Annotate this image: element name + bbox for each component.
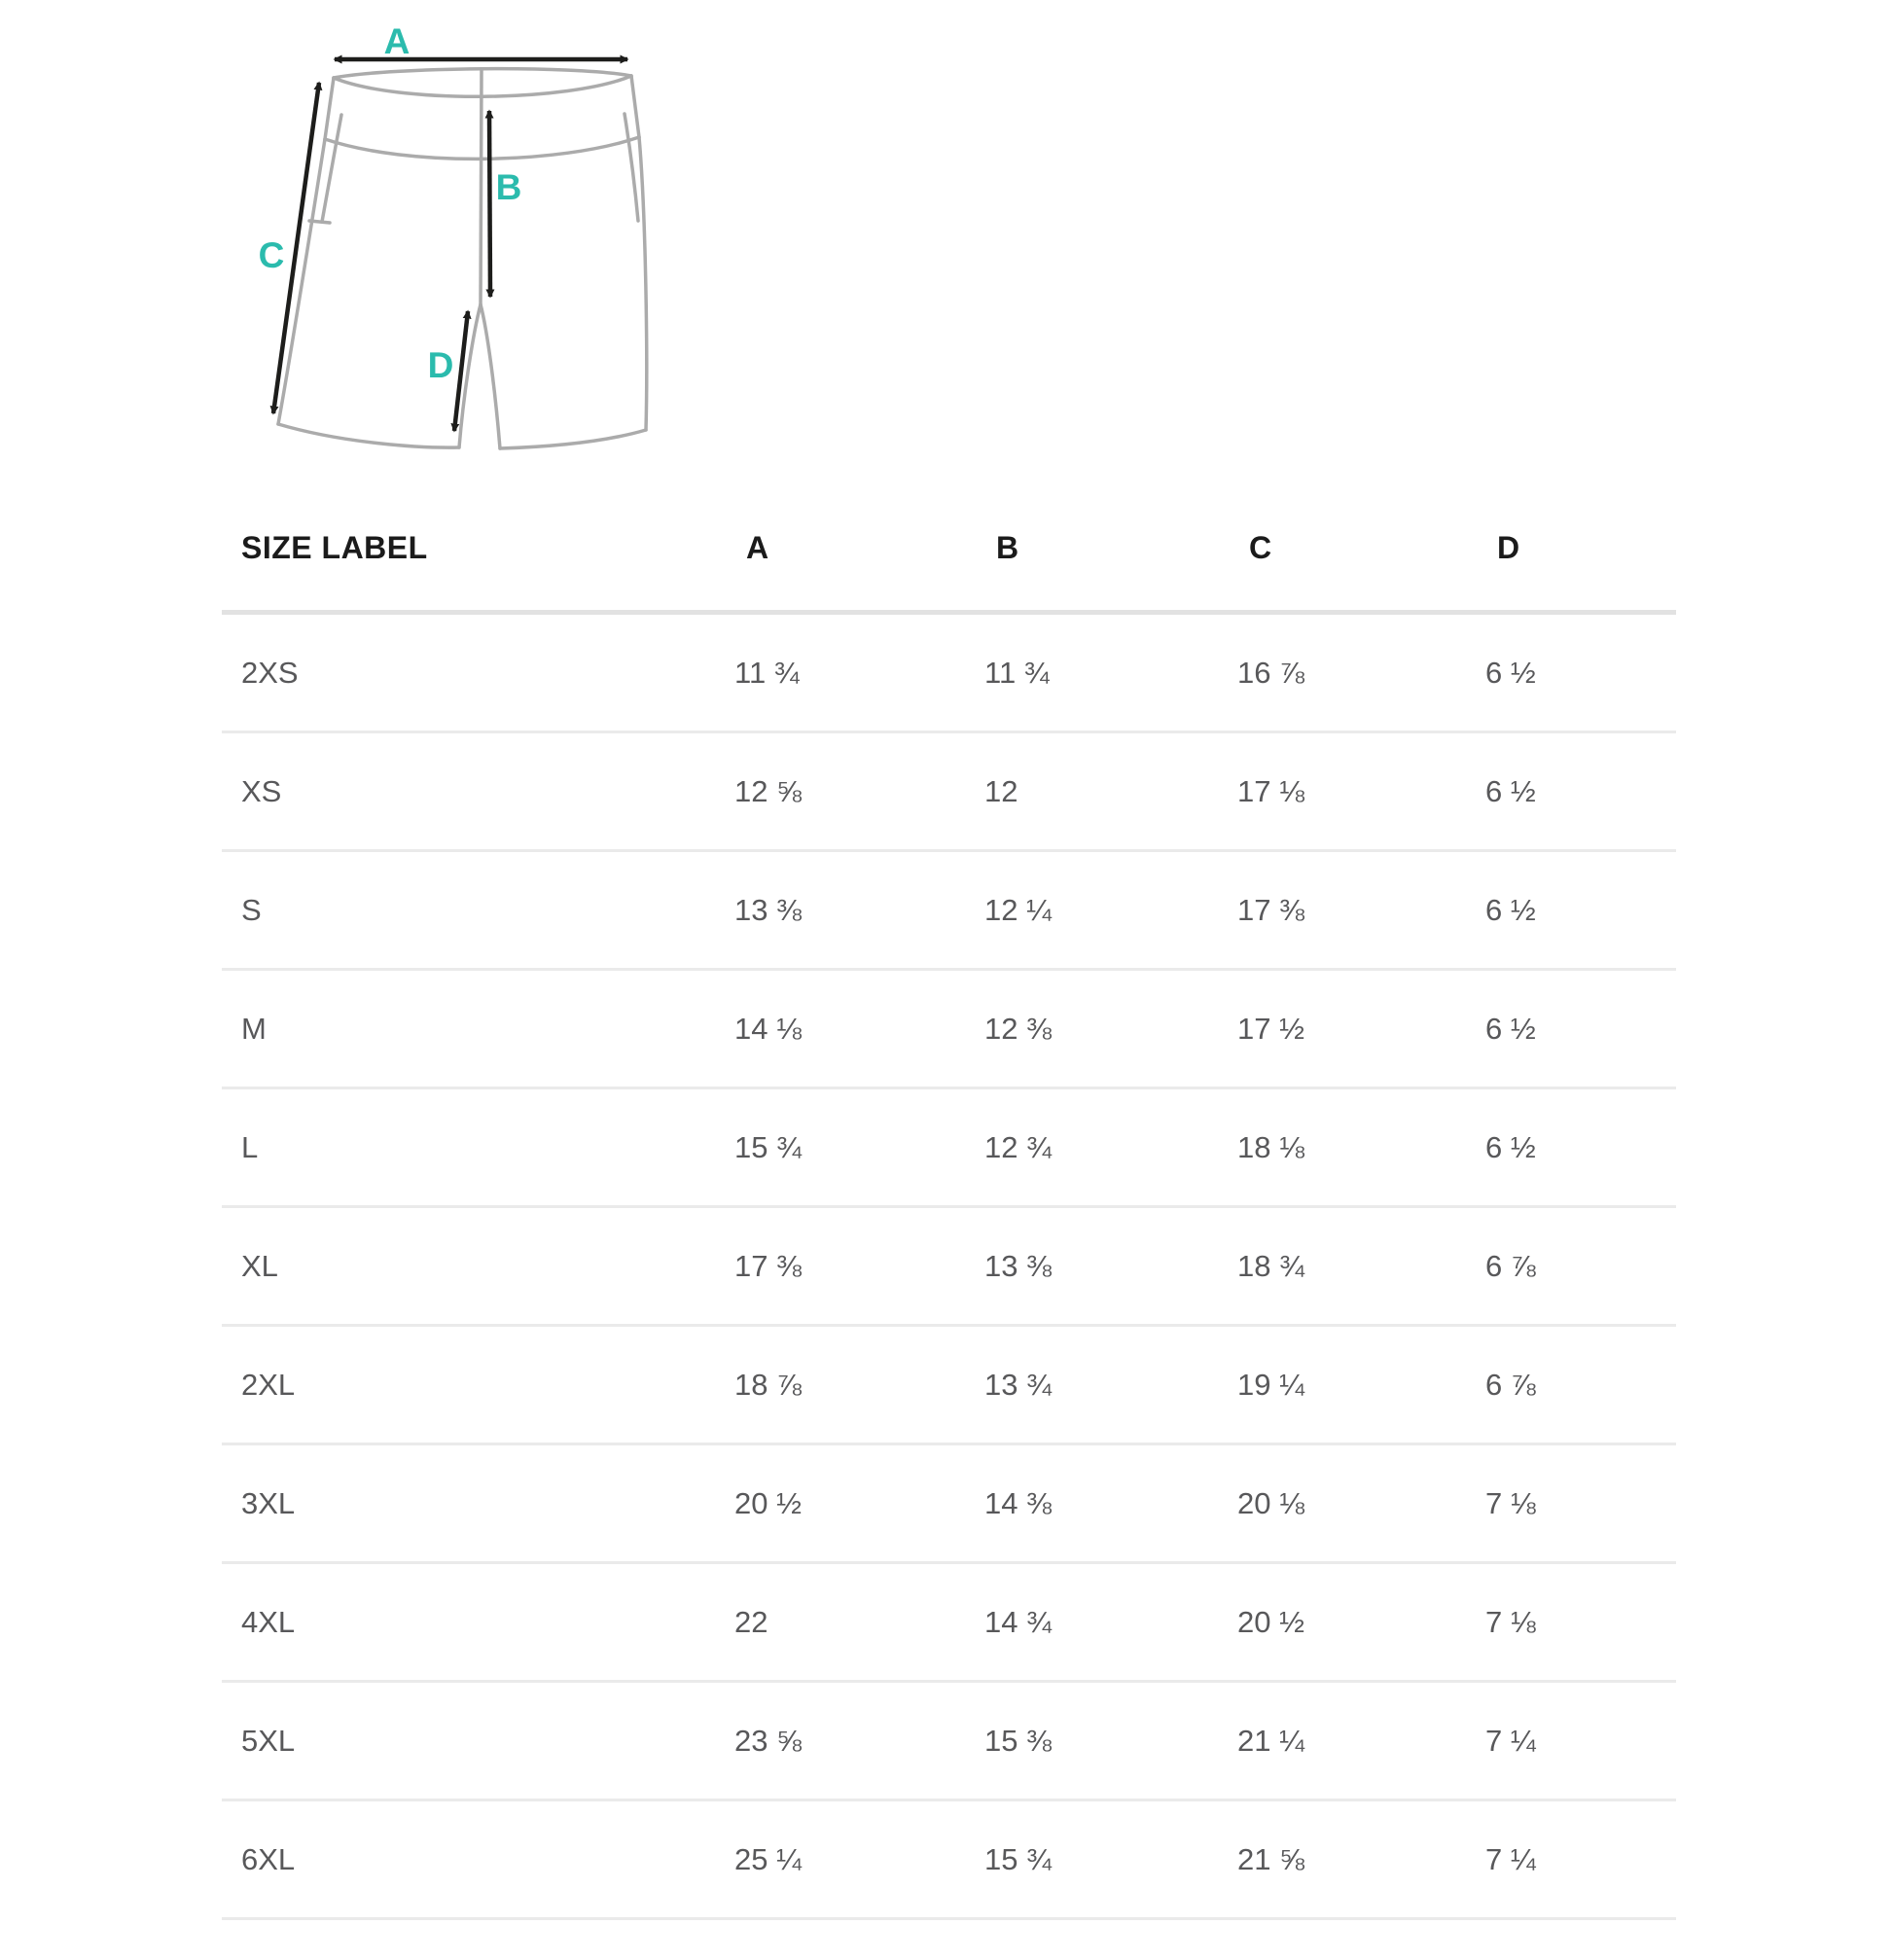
measurement-cell-d: 7 ⅛ [1485,1485,1536,1520]
table-row: 5XL 23 ⅝ 15 ⅜ 21 ¼ 7 ¼ [222,1683,1676,1801]
measurement-arrows [269,54,629,433]
arrow-d [450,309,472,433]
measurement-cell-d: 7 ⅛ [1485,1604,1536,1639]
measurement-cell-d: 6 ½ [1485,1129,1536,1164]
left-hem [276,422,461,449]
measurement-cell-d: 6 ⅞ [1485,1367,1536,1402]
measurement-cell-d: 6 ⅞ [1485,1248,1536,1283]
table-row: 3XL 20 ½ 14 ⅜ 20 ⅛ 7 ⅛ [222,1445,1676,1564]
measurement-cell-c: 16 ⅞ [1237,655,1304,690]
size-label-cell: M [241,1011,267,1046]
table-row: L 15 ¾ 12 ¾ 18 ⅛ 6 ½ [222,1089,1676,1208]
shorts-measurement-diagram: A B C D [259,21,649,450]
center-fly-seam [479,68,483,305]
size-table: SIZE LABEL A B C D 2XS 11 ¾ 11 ¾ 16 ⅞ 6 ½ XS 1… [222,486,1676,1920]
size-label-cell: 4XL [241,1604,296,1639]
measurement-cell-b: 14 ⅜ [984,1485,1052,1520]
measurement-cell-d: 6 ½ [1485,892,1536,927]
header-c: C [1249,530,1272,565]
waistband-left-edge [323,76,336,141]
measurement-cell-b: 12 ⅜ [984,1011,1052,1046]
measurement-cell-a: 15 ¾ [734,1129,802,1164]
size-label-cell: 6XL [241,1841,296,1876]
size-label-cell: XS [241,773,282,808]
measurement-cell-c: 17 ⅛ [1237,773,1304,808]
size-label-cell: 2XL [241,1367,296,1402]
table-row: XS 12 ⅝ 12 17 ⅛ 6 ½ [222,733,1676,852]
label-d: D [428,345,454,385]
measurement-cell-b: 14 ¾ [984,1604,1052,1639]
right-hem [498,428,648,450]
size-label-cell: L [241,1129,259,1164]
label-c: C [259,235,285,275]
measurement-cell-b: 13 ¾ [984,1367,1052,1402]
size-label-cell: 2XS [241,655,299,690]
table-row: 4XL 22 14 ¾ 20 ½ 7 ⅛ [222,1564,1676,1683]
measurement-cell-a: 17 ⅜ [734,1248,802,1283]
measurement-cell-a: 20 ½ [734,1485,802,1520]
header-d: D [1497,530,1520,565]
measurement-cell-a: 22 [734,1604,768,1639]
waistband-bottom [323,135,641,161]
right-side-seam [637,135,649,432]
table-row: S 13 ⅜ 12 ¼ 17 ⅜ 6 ½ [222,852,1676,971]
measurement-cell-c: 21 ¼ [1237,1723,1304,1758]
table-row: 2XL 18 ⅞ 13 ¾ 19 ¼ 6 ⅞ [222,1327,1676,1445]
measurement-cell-c: 21 ⅝ [1237,1841,1304,1876]
label-a: A [384,21,411,61]
header-a: A [746,530,769,565]
label-b: B [496,167,522,207]
measurement-cell-a: 11 ¾ [734,655,800,690]
measurement-cell-b: 13 ⅜ [984,1248,1052,1283]
measurement-cell-c: 19 ¼ [1237,1367,1304,1402]
measurement-cell-b: 12 ¼ [984,892,1052,927]
left-side-seam [276,137,327,426]
measurement-cell-b: 12 ¾ [984,1129,1052,1164]
measurement-cell-d: 7 ¼ [1485,1723,1536,1758]
size-label-cell: S [241,892,262,927]
arrow-c [269,81,323,415]
measurement-cell-b: 12 [984,773,1018,808]
table-row: 2XS 11 ¾ 11 ¾ 16 ⅞ 6 ½ [222,615,1676,733]
measurement-cell-b: 15 ⅜ [984,1723,1052,1758]
right-pocket-line [623,112,640,223]
size-label-cell: XL [241,1248,278,1283]
arrow-b [484,109,495,299]
measurement-cell-b: 11 ¾ [984,655,1050,690]
measurement-cell-c: 20 ⅛ [1237,1485,1304,1520]
measurement-cell-a: 18 ⅞ [734,1367,802,1402]
measurement-cell-a: 12 ⅝ [734,773,802,808]
measurement-cell-a: 13 ⅜ [734,892,802,927]
measurement-cell-d: 6 ½ [1485,1011,1536,1046]
shorts-outline [276,66,649,450]
left-pocket-tick [307,219,332,225]
table-row: 6XL 25 ¼ 15 ¾ 21 ⅝ 7 ¼ [222,1801,1676,1920]
size-label-cell: 5XL [241,1723,296,1758]
table-row: M 14 ⅛ 12 ⅜ 17 ½ 6 ½ [222,971,1676,1089]
size-label-cell: 3XL [241,1485,296,1520]
measurement-cell-c: 18 ¾ [1237,1248,1304,1283]
measurement-cell-a: 25 ¼ [734,1841,802,1876]
measurement-cell-c: 17 ½ [1237,1011,1304,1046]
measurement-cell-d: 6 ½ [1485,655,1536,690]
left-pocket-line [320,113,343,224]
measurement-cell-d: 7 ¼ [1485,1841,1536,1876]
size-table-header: SIZE LABEL A B C D [222,486,1676,615]
measurement-cell-b: 15 ¾ [984,1841,1052,1876]
header-b: B [996,530,1019,565]
table-row: XL 17 ⅜ 13 ⅜ 18 ¾ 6 ⅞ [222,1208,1676,1327]
measurement-cell-c: 17 ⅜ [1237,892,1304,927]
measurement-cell-a: 23 ⅝ [734,1723,802,1758]
size-table-body: 2XS 11 ¾ 11 ¾ 16 ⅞ 6 ½ XS 12 ⅝ 12 17 ⅛ 6 ½ S 13 ⅜ 12… [222,615,1676,1920]
right-inseam [479,303,502,450]
measurement-cell-d: 6 ½ [1485,773,1536,808]
measurement-cell-c: 18 ⅛ [1237,1129,1304,1164]
measurement-cell-c: 20 ½ [1237,1604,1304,1639]
waistband-right-edge [629,74,641,139]
measurement-cell-a: 14 ⅛ [734,1011,802,1046]
header-size-label: SIZE LABEL [241,530,428,565]
